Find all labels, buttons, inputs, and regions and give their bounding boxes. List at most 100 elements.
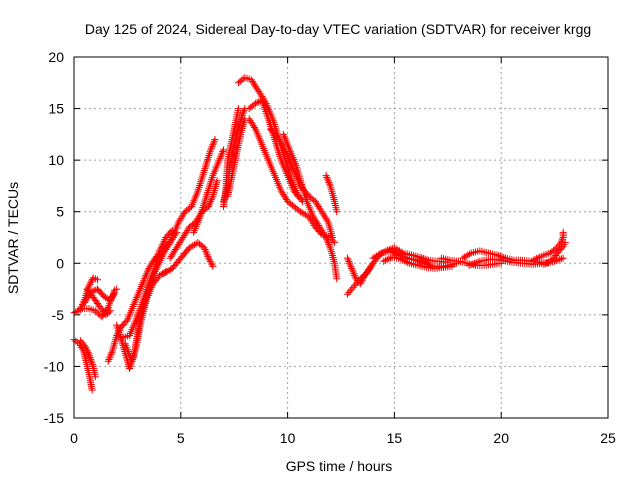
data-point [85,350,93,358]
data-point [199,170,207,178]
data-point [205,183,213,191]
data-point [349,268,357,276]
data-point [543,259,551,267]
data-point [211,185,219,193]
data-point [202,194,210,202]
data-point [206,257,214,265]
data-point [380,257,388,265]
data-point [496,252,504,260]
data-point [206,150,214,158]
data-point [133,292,141,300]
data-point [82,345,90,353]
data-point [329,253,337,261]
data-point [203,157,211,165]
data-point [343,290,351,298]
data-point [350,270,358,278]
chart-title: Day 125 of 2024, Sidereal Day-to-day VTE… [85,21,591,37]
data-point [498,253,506,261]
data-point [105,356,113,364]
data-point [326,180,334,188]
data-point [205,185,213,193]
data-point [110,343,118,351]
data-point [206,199,214,207]
data-point [213,179,221,187]
series-arc-rise-f [224,115,249,200]
data-point [91,307,99,315]
grid-lines [74,57,608,418]
data-point [415,257,423,265]
y-tick-label: 5 [56,204,64,220]
data-point [323,235,331,243]
series-arc-peak-e [279,130,341,283]
data-point [103,305,111,313]
data-point [217,153,225,161]
data-point [330,194,338,202]
data-point [143,268,151,276]
series-arc-evening-d [380,253,456,272]
data-point [202,192,210,200]
data-point [328,188,336,196]
data-point [561,239,569,247]
data-point [381,256,389,264]
data-point [328,232,336,240]
data-point [111,337,119,345]
data-point [391,249,399,257]
x-tick-label: 10 [280,430,296,446]
x-tick-label: 5 [177,430,185,446]
data-point [126,364,134,372]
data-point [345,289,353,297]
series-arc-dip-a [104,249,163,365]
series-arc-dip-d [121,268,170,365]
x-axis-ticks: 0 5 10 15 20 25 [70,57,616,446]
series-arc-rise-c [160,239,217,278]
data-point [344,256,352,264]
data-point [554,256,562,264]
data-point [324,239,332,247]
data-point [211,136,219,144]
data-point [131,297,139,305]
series-arc-peak-f [322,172,341,216]
data-point [351,282,359,290]
data-point [84,348,92,356]
data-point [82,343,90,351]
data-point [326,242,334,250]
data-point [390,249,398,257]
data-point [201,246,209,254]
data-point [208,261,216,269]
data-point [346,287,354,295]
series-arc-rise-b [166,177,221,262]
data-point [558,235,566,243]
data-point [349,283,357,291]
data-point [131,299,139,307]
data-point [201,196,209,204]
y-tick-label: -10 [44,358,64,374]
data-point [207,146,215,154]
data-point [133,294,141,302]
data-point [200,168,208,176]
data-point [202,161,210,169]
data-point [330,195,338,203]
data-point [88,277,96,285]
data-point [331,239,339,247]
data-point [91,373,99,381]
series-arc-peak-b [245,96,307,205]
data-point [327,248,335,256]
data-point [348,285,356,293]
data-point [386,247,394,255]
data-point [201,198,209,206]
data-point [130,301,138,309]
data-point [322,172,330,180]
data-point [559,228,567,236]
data-point [210,137,218,145]
data-point [250,123,258,131]
data-point [210,188,218,196]
data-point [239,75,247,83]
data-point [207,177,215,185]
y-tick-label: 0 [56,255,64,271]
series-arc-rise-d [190,146,228,236]
data-point [324,177,332,185]
data-point [167,235,175,243]
data-point [204,155,212,163]
data-point [323,216,331,224]
data-point [421,255,429,263]
